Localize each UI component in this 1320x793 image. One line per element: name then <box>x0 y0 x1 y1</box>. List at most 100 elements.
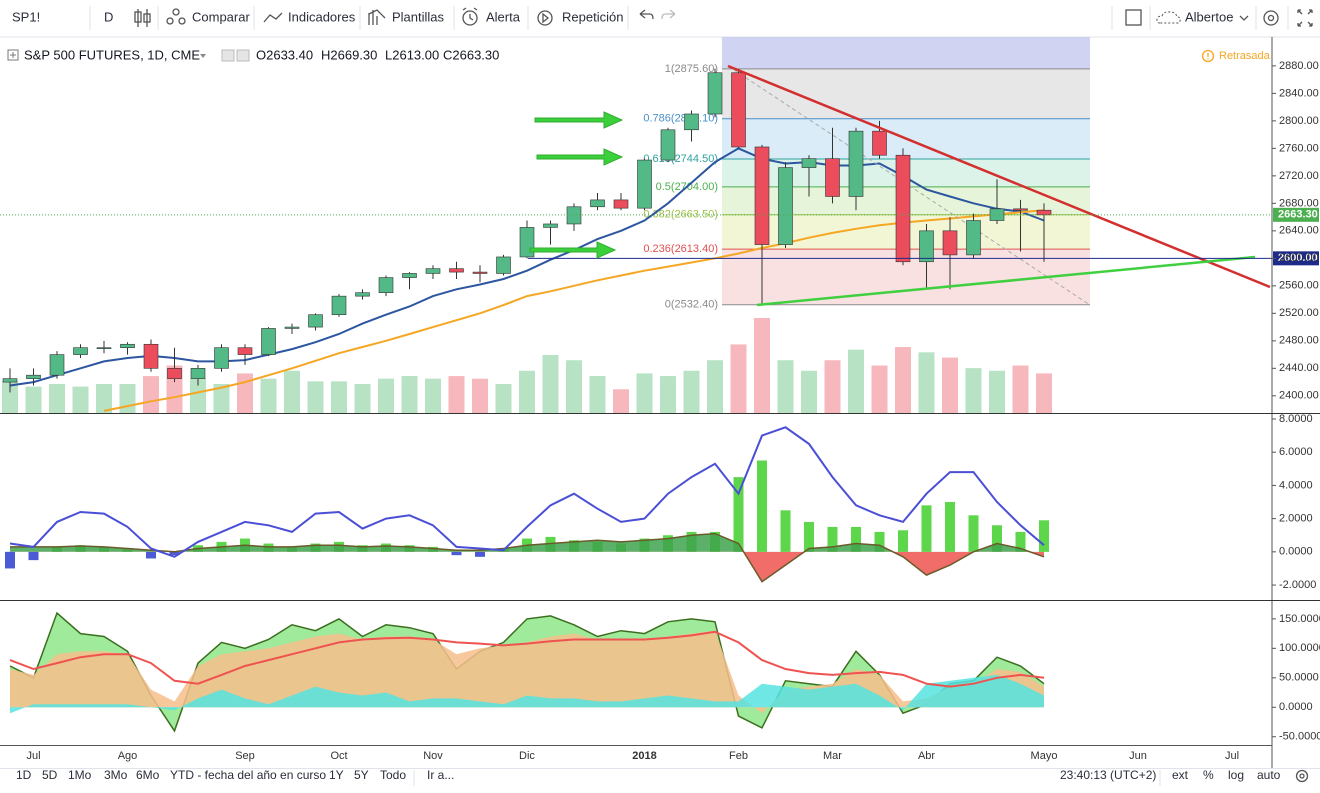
price-badge <box>1273 207 1319 222</box>
candle-body <box>496 256 511 274</box>
histogram-bar <box>1039 520 1049 552</box>
volume-bar <box>2 381 18 413</box>
x-tick-label: Oct <box>330 750 347 762</box>
candle-body <box>73 347 88 355</box>
volume-bar <box>448 376 465 413</box>
y-tick-label: 4.0000 <box>1279 479 1313 491</box>
chart-style-icon[interactable] <box>134 9 151 27</box>
x-tick-label: Feb <box>729 750 748 762</box>
replay-button[interactable]: Repetición <box>562 9 623 24</box>
fib-label: 0.786(2803.10) <box>643 113 718 125</box>
legend-button[interactable] <box>236 49 250 62</box>
y-tick-label: 2640.00 <box>1279 225 1319 237</box>
percent-toggle[interactable]: % <box>1203 768 1214 782</box>
indicator-line <box>9 426 1045 558</box>
oscillator-pane-2 <box>9 611 1045 733</box>
range-button[interactable]: 1Y <box>329 768 344 782</box>
range-button[interactable]: 1Mo <box>68 768 92 782</box>
alert-icon[interactable] <box>462 7 478 26</box>
fib-label: 0(2532.40) <box>665 299 718 311</box>
candle-body <box>331 295 347 316</box>
range-button[interactable]: YTD - fecha del año en curso <box>170 768 326 782</box>
candle-body <box>919 230 934 263</box>
layout-button[interactable] <box>1125 9 1142 26</box>
title-caret[interactable] <box>200 54 206 58</box>
candle-body <box>543 223 558 228</box>
replay-icon[interactable] <box>537 10 553 26</box>
user-name[interactable]: Albertoe <box>1185 9 1233 24</box>
volume-bar <box>472 378 488 413</box>
volume-bar <box>237 373 253 413</box>
volume-bar <box>707 360 723 413</box>
candle-body <box>566 206 582 225</box>
range-button[interactable]: 1D <box>16 768 32 782</box>
fib-label: 0.618(2744.50) <box>643 153 718 165</box>
volume-bar <box>378 378 394 413</box>
volume-bar <box>589 376 606 413</box>
templates-icon[interactable] <box>368 9 386 25</box>
delayed-status: Retrasada <box>1219 50 1271 62</box>
axes: 2663.30 2600.00 Jul Ago Sep Oct Nov Dic 2018 Feb M… <box>26 60 1320 762</box>
settings-button[interactable] <box>1263 10 1279 26</box>
candle-body <box>449 268 464 273</box>
log-toggle[interactable]: log <box>1228 768 1244 782</box>
alert-button[interactable]: Alerta <box>486 9 521 24</box>
candle-body <box>402 273 417 278</box>
candle-body <box>872 130 887 156</box>
compare-button[interactable]: Comparar <box>192 9 250 24</box>
range-button[interactable]: 3Mo <box>104 768 128 782</box>
y-tick-label: 2.0000 <box>1279 513 1313 525</box>
fullscreen-button[interactable] <box>1297 9 1313 27</box>
oscillator-pane-1 <box>5 426 1049 583</box>
cloud-icon[interactable] <box>1156 11 1181 24</box>
x-tick-label: Mayo <box>1031 750 1058 762</box>
indicators-button[interactable]: Indicadores <box>288 9 356 24</box>
range-button[interactable]: Todo <box>380 768 406 782</box>
indicators-icon[interactable] <box>263 12 283 23</box>
user-menu-caret[interactable] <box>1239 15 1249 21</box>
x-tick-label: Jul <box>26 750 40 762</box>
candle-body <box>472 271 488 274</box>
histogram-bar <box>146 551 156 559</box>
legend-button[interactable] <box>221 49 235 62</box>
volume-bar <box>848 349 864 413</box>
goto-button[interactable]: Ir a... <box>427 768 454 782</box>
volume-bar <box>260 378 277 413</box>
symbol[interactable]: SP1! <box>12 9 40 24</box>
interval[interactable]: D <box>104 9 113 24</box>
axis-settings-button[interactable] <box>1295 769 1309 783</box>
auto-toggle[interactable]: auto <box>1257 768 1281 782</box>
extended-hours-toggle[interactable]: ext <box>1172 768 1189 782</box>
ohlc-high: H2669.30 <box>321 47 377 62</box>
range-button[interactable]: 5D <box>42 768 58 782</box>
area-fill-negative <box>743 551 1044 582</box>
redo-button[interactable] <box>661 9 676 20</box>
volume-bar <box>190 378 206 413</box>
candle-body <box>1013 208 1028 211</box>
candle-body <box>660 129 676 161</box>
collapse-icon[interactable] <box>7 49 19 61</box>
candle-body <box>989 208 1005 221</box>
volume-bar <box>25 386 42 413</box>
y-tick-label: 100.0000 <box>1279 642 1320 654</box>
histogram-bar <box>1015 531 1026 552</box>
candle-body <box>167 368 182 379</box>
histogram-bar <box>804 521 814 552</box>
indicator-line <box>9 630 1045 688</box>
volume-bar <box>96 383 112 413</box>
range-button[interactable]: 5Y <box>354 768 369 782</box>
range-button[interactable]: 6Mo <box>136 768 160 782</box>
undo-button[interactable] <box>639 9 654 20</box>
candle-body <box>237 347 253 355</box>
volume-bar <box>895 347 911 413</box>
compare-icon[interactable] <box>166 8 186 25</box>
y-tick-label: 2400.00 <box>1279 390 1319 402</box>
histogram-bar <box>780 510 791 552</box>
candle-body <box>778 167 793 245</box>
y-tick-label: 50.0000 <box>1279 672 1319 684</box>
volume-bar <box>1036 373 1052 413</box>
candle-body <box>308 314 323 328</box>
fib-label: 0.236(2613.40) <box>643 243 718 255</box>
histogram-bar <box>992 525 1002 552</box>
templates-button[interactable]: Plantillas <box>392 9 445 24</box>
